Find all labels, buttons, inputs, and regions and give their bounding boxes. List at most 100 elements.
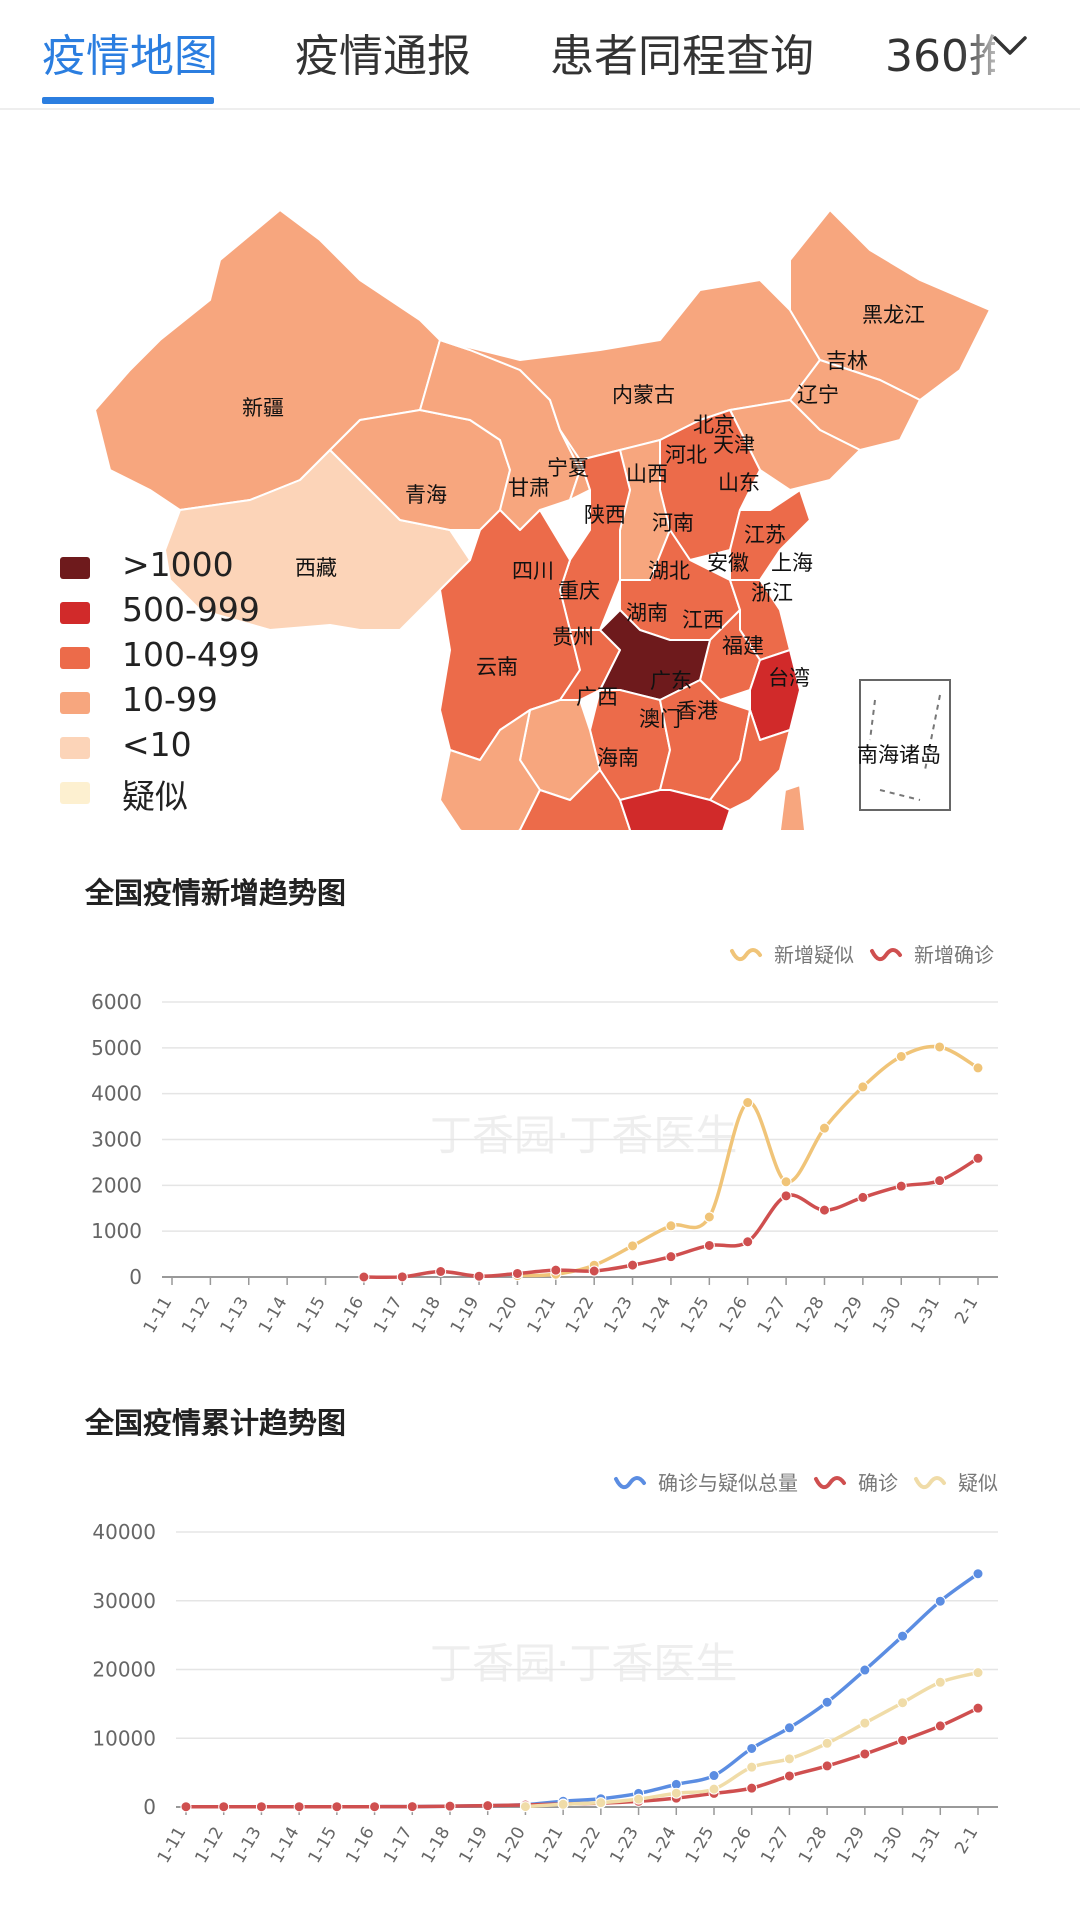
data-point[interactable] xyxy=(972,1702,984,1714)
data-point[interactable] xyxy=(435,1266,447,1277)
data-point[interactable] xyxy=(708,1783,720,1795)
data-point[interactable] xyxy=(780,1176,792,1188)
data-point[interactable] xyxy=(934,1676,946,1688)
province-ningxia[interactable] xyxy=(559,429,591,501)
data-point[interactable] xyxy=(818,1204,830,1216)
data-point[interactable] xyxy=(482,1800,494,1812)
data-point[interactable] xyxy=(934,1720,946,1732)
province-guangdong[interactable] xyxy=(619,789,731,830)
legend-icon[interactable] xyxy=(730,948,762,962)
data-point[interactable] xyxy=(627,1259,639,1271)
data-point[interactable] xyxy=(511,1267,523,1279)
data-point[interactable] xyxy=(821,1760,833,1772)
data-point[interactable] xyxy=(783,1753,795,1765)
data-point[interactable] xyxy=(934,1041,946,1053)
data-point[interactable] xyxy=(406,1801,418,1813)
data-point[interactable] xyxy=(857,1081,869,1093)
data-point[interactable] xyxy=(557,1798,569,1810)
data-point[interactable] xyxy=(444,1800,456,1812)
map-label: 上海 xyxy=(771,551,813,575)
legend-icon[interactable] xyxy=(870,948,902,962)
data-point[interactable] xyxy=(972,1568,984,1580)
data-point[interactable] xyxy=(895,1050,907,1062)
series-line xyxy=(186,1572,980,1809)
province-heilongjiang[interactable] xyxy=(789,209,991,401)
y-tick-label: 1000 xyxy=(91,1219,142,1243)
legend-icon[interactable] xyxy=(614,1476,646,1490)
y-tick-label: 20000 xyxy=(92,1658,156,1682)
legend-label: 10-99 xyxy=(122,680,218,719)
x-tick-label: 1-22 xyxy=(569,1824,606,1867)
data-point[interactable] xyxy=(972,1667,984,1679)
data-point[interactable] xyxy=(934,1175,946,1187)
data-point[interactable] xyxy=(746,1782,758,1794)
tab-epidemic-map[interactable]: 疫情地图 xyxy=(42,31,218,82)
map-label: 安徽 xyxy=(707,551,749,575)
legend-label: 确诊与疑似总量 xyxy=(658,1471,798,1495)
data-point[interactable] xyxy=(821,1737,833,1749)
x-tick-label: 2-1 xyxy=(951,1294,982,1328)
data-point[interactable] xyxy=(783,1722,795,1734)
chevron-down-icon[interactable] xyxy=(993,36,1027,56)
x-tick-label: 1-30 xyxy=(870,1824,907,1867)
data-point[interactable] xyxy=(857,1191,869,1203)
map-label: 新疆 xyxy=(242,396,284,420)
x-tick-label: 1-19 xyxy=(455,1824,492,1867)
x-tick-label: 1-22 xyxy=(562,1294,599,1337)
x-tick-label: 1-15 xyxy=(293,1294,330,1337)
map-label: 北京 xyxy=(693,413,735,437)
data-point[interactable] xyxy=(780,1190,792,1202)
y-tick-label: 3000 xyxy=(91,1128,142,1152)
data-point[interactable] xyxy=(746,1761,758,1773)
data-point[interactable] xyxy=(595,1797,607,1809)
data-point[interactable] xyxy=(633,1793,645,1805)
data-point[interactable] xyxy=(897,1734,909,1746)
data-point[interactable] xyxy=(473,1270,485,1282)
data-point[interactable] xyxy=(708,1770,720,1782)
data-point[interactable] xyxy=(665,1251,677,1263)
data-point[interactable] xyxy=(331,1801,343,1813)
data-point[interactable] xyxy=(859,1748,871,1760)
data-point[interactable] xyxy=(369,1801,381,1813)
data-point[interactable] xyxy=(897,1630,909,1642)
data-point[interactable] xyxy=(218,1801,230,1813)
data-point[interactable] xyxy=(180,1801,192,1813)
map-label: 辽宁 xyxy=(797,383,839,407)
data-point[interactable] xyxy=(897,1697,909,1709)
data-point[interactable] xyxy=(627,1240,639,1252)
x-tick-label: 1-26 xyxy=(715,1294,752,1337)
data-point[interactable] xyxy=(742,1236,754,1248)
cumulative-trend-chart: 丁香园·丁香医生 0 10000 20000 30000 40000 1-11 1-12 1-1… xyxy=(0,1460,1080,1911)
data-point[interactable] xyxy=(396,1271,408,1283)
province-taiwan[interactable] xyxy=(779,784,806,830)
data-point[interactable] xyxy=(859,1664,871,1676)
data-point[interactable] xyxy=(934,1595,946,1607)
tab-epidemic-report[interactable]: 疫情通报 xyxy=(295,31,471,82)
province-guangxi[interactable] xyxy=(519,769,631,830)
legend-icon[interactable] xyxy=(914,1476,946,1490)
data-point[interactable] xyxy=(821,1696,833,1708)
data-point[interactable] xyxy=(665,1220,677,1232)
data-point[interactable] xyxy=(895,1180,907,1192)
data-point[interactable] xyxy=(859,1717,871,1729)
data-point[interactable] xyxy=(783,1770,795,1782)
data-point[interactable] xyxy=(703,1211,715,1223)
data-point[interactable] xyxy=(818,1122,830,1134)
x-tick-label: 1-15 xyxy=(305,1824,342,1867)
series-line xyxy=(186,1706,979,1809)
data-point[interactable] xyxy=(358,1271,370,1283)
legend-icon[interactable] xyxy=(814,1476,846,1490)
data-point[interactable] xyxy=(588,1265,600,1277)
data-point[interactable] xyxy=(670,1787,682,1799)
data-point[interactable] xyxy=(255,1801,267,1813)
data-point[interactable] xyxy=(293,1801,305,1813)
data-point[interactable] xyxy=(703,1239,715,1251)
data-point[interactable] xyxy=(972,1062,984,1074)
data-point[interactable] xyxy=(550,1264,562,1276)
data-point[interactable] xyxy=(972,1152,984,1164)
data-point[interactable] xyxy=(746,1742,758,1754)
data-point[interactable] xyxy=(742,1097,754,1109)
tab-patient-trip-query[interactable]: 患者同程查询 xyxy=(550,31,814,82)
y-tick-label: 40000 xyxy=(92,1520,156,1544)
data-point[interactable] xyxy=(519,1801,531,1813)
